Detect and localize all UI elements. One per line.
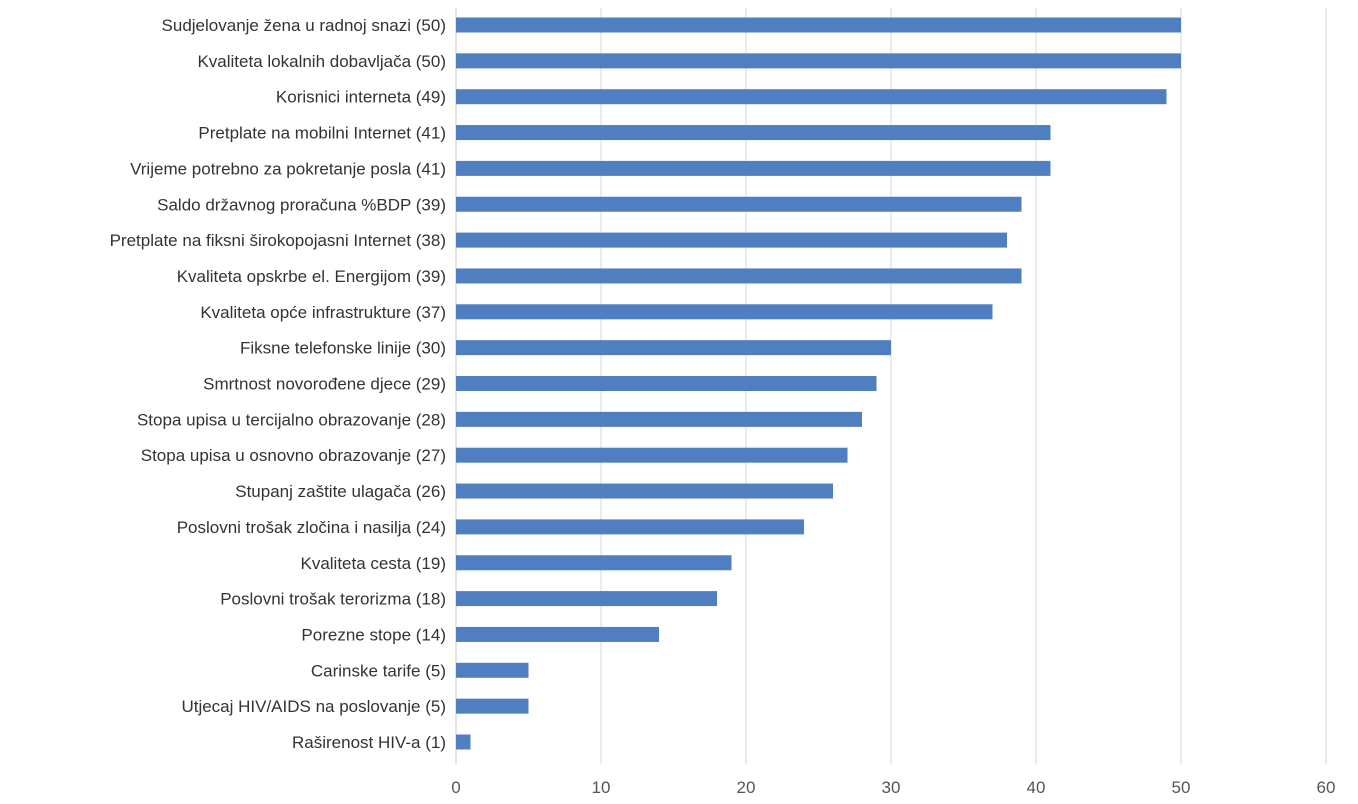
bar xyxy=(456,591,717,607)
category-label: Pretplate na mobilni Internet (41) xyxy=(198,124,446,143)
bar xyxy=(456,376,877,391)
bar xyxy=(456,196,1022,212)
category-label: Kvaliteta opskrbe el. Energijom (39) xyxy=(177,267,446,286)
bar xyxy=(456,89,1167,105)
bar xyxy=(456,626,659,642)
bar xyxy=(456,53,1181,69)
bar xyxy=(456,125,1051,141)
bar xyxy=(456,483,833,499)
category-label: Korisnici interneta (49) xyxy=(276,88,446,107)
bar xyxy=(456,160,1051,176)
category-label: Kvaliteta cesta (19) xyxy=(300,554,446,573)
x-tick-label: 30 xyxy=(882,778,901,797)
bar xyxy=(456,268,1022,284)
category-label: Kvaliteta opće infrastrukture (37) xyxy=(200,303,446,322)
x-axis-tick-labels: 0 10 20 30 40 50 60 xyxy=(451,778,1335,797)
category-label: Sudjelovanje žena u radnoj snazi (50) xyxy=(162,16,446,35)
bar xyxy=(456,304,993,320)
category-label: Vrijeme potrebno za pokretanje posla (41… xyxy=(130,159,446,178)
bar xyxy=(456,555,732,571)
category-label: Raširenost HIV-a (1) xyxy=(292,733,446,752)
category-label: Pretplate na fiksni širokopojasni Intern… xyxy=(110,231,446,250)
category-label: Poslovni trošak zločina i nasilja (24) xyxy=(177,518,446,537)
category-label: Porezne stope (14) xyxy=(301,625,446,644)
bar xyxy=(456,340,891,356)
bar xyxy=(456,232,1007,248)
category-label: Utjecaj HIV/AIDS na poslovanje (5) xyxy=(181,697,446,716)
x-tick-label: 0 xyxy=(451,778,460,797)
category-label: Stopa upisa u osnovno obrazovanje (27) xyxy=(141,446,446,465)
category-label: Stopa upisa u tercijalno obrazovanje (28… xyxy=(137,410,446,429)
x-tick-label: 10 xyxy=(592,778,611,797)
bar xyxy=(456,698,529,714)
x-tick-label: 20 xyxy=(737,778,756,797)
bar xyxy=(456,662,529,678)
x-tick-label: 60 xyxy=(1317,778,1336,797)
bar xyxy=(456,411,862,427)
category-label: Fiksne telefonske linije (30) xyxy=(240,339,446,358)
bar xyxy=(456,734,471,750)
category-labels: Sudjelovanje žena u radnoj snazi (50) Kva… xyxy=(110,16,446,752)
category-label: Kvaliteta lokalnih dobavljača (50) xyxy=(197,52,446,71)
category-label: Smrtnost novorođene djece (29) xyxy=(203,375,446,394)
category-label: Saldo državnog proračuna %BDP (39) xyxy=(157,195,446,214)
bars xyxy=(456,17,1181,750)
bar xyxy=(456,17,1181,33)
x-tick-label: 40 xyxy=(1027,778,1046,797)
category-label: Stupanj zaštite ulagača (26) xyxy=(235,482,446,501)
category-label: Carinske tarife (5) xyxy=(311,661,446,680)
category-label: Poslovni trošak terorizma (18) xyxy=(220,590,446,609)
bar xyxy=(456,519,804,535)
bar xyxy=(456,447,848,463)
x-tick-label: 50 xyxy=(1172,778,1191,797)
